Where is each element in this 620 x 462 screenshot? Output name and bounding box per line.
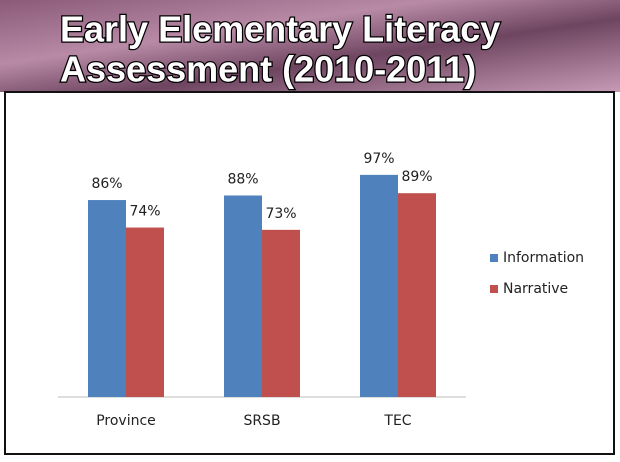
data-label: 86% — [91, 176, 122, 192]
chart-title-line: Assessment (2010-2011) — [60, 49, 476, 90]
bar — [224, 195, 262, 397]
data-label: 74% — [129, 204, 160, 220]
bar — [126, 227, 164, 397]
title-banner — [0, 0, 620, 92]
legend-swatch — [490, 254, 498, 262]
legend-swatch — [490, 285, 498, 293]
bar — [360, 174, 398, 397]
bar — [398, 193, 436, 397]
bar — [262, 229, 300, 397]
bar — [88, 200, 126, 397]
legend-label: Information — [503, 250, 584, 266]
data-label: 88% — [227, 171, 258, 187]
x-tick-label: Province — [96, 413, 156, 429]
legend-label: Narrative — [503, 281, 568, 297]
data-label: 73% — [265, 206, 296, 222]
x-tick-label: TEC — [383, 413, 411, 429]
x-tick-label: SRSB — [243, 413, 280, 429]
data-label: 97% — [363, 151, 394, 167]
data-label: 89% — [401, 169, 432, 185]
chart-title-line: Early Elementary Literacy — [60, 9, 500, 50]
